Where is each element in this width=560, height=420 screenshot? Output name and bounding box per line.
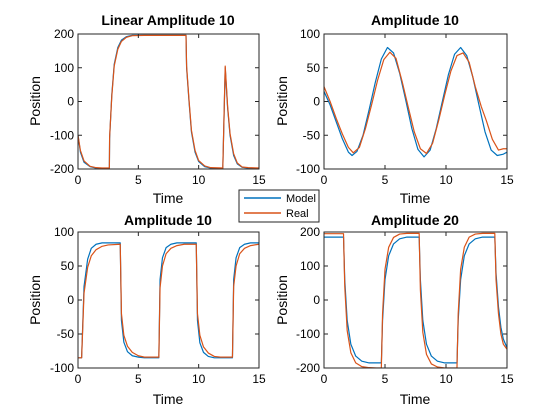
axes-background (324, 232, 507, 368)
plot-area: 0 5 10 15 -200 -100 0 100 200 (50, 27, 266, 187)
y-tick-label: -100 (296, 162, 320, 176)
legend-real-label: Real (286, 208, 309, 220)
subplot-amplitude-10-bottom: Amplitude 10 Time Position 0 5 10 15 -100 -50… (27, 212, 266, 407)
axes-background (78, 34, 259, 169)
y-tick-label: 200 (54, 27, 74, 41)
y-tick-label: 0 (313, 95, 320, 109)
x-tick-label: 10 (439, 173, 453, 187)
series-group (78, 34, 259, 169)
subplot-title: Amplitude 20 (371, 212, 459, 228)
series-line-model (324, 236, 507, 364)
series-line-real (324, 51, 507, 155)
subplot-amplitude-10-top: Amplitude 10 Time Position 0 5 10 15 -100 -50… (274, 12, 514, 206)
x-tick-label: 0 (321, 372, 328, 386)
axes-background (324, 34, 507, 169)
x-tick-label: 5 (135, 173, 142, 187)
x-tick-label: 10 (439, 372, 453, 386)
x-axis-label: Time (400, 391, 431, 407)
plot-area: 0 5 10 15 -100 -50 0 50 100 (296, 27, 514, 187)
x-tick-label: 0 (321, 173, 328, 187)
subplot-linear-amplitude-10: Linear Amplitude 10 Time Position 0 5 10 15… (27, 12, 266, 206)
series-group (324, 46, 507, 158)
y-axis-label: Position (274, 275, 290, 325)
x-axis-label: Time (153, 391, 184, 407)
y-tick-label: 100 (300, 259, 320, 273)
plot-area: 0 5 10 15 -100 -50 0 50 100 (50, 225, 266, 386)
series-line-real (78, 34, 259, 169)
y-tick-label: 100 (300, 27, 320, 41)
x-tick-label: 15 (500, 372, 514, 386)
y-tick-label: 50 (307, 61, 321, 75)
y-tick-label: -100 (50, 361, 74, 375)
subplot-title: Linear Amplitude 10 (101, 12, 235, 28)
y-tick-label: -200 (50, 162, 74, 176)
series-line-real (324, 232, 507, 368)
x-axis-label: Time (153, 190, 184, 206)
x-tick-label: 15 (500, 173, 514, 187)
subplot-amplitude-20: Amplitude 20 Time Position 0 5 10 15 -200 -10… (274, 212, 514, 407)
x-tick-label: 15 (252, 173, 266, 187)
y-axis-label: Position (27, 76, 43, 126)
y-axis-label: Position (274, 76, 290, 126)
y-tick-label: 200 (300, 225, 320, 239)
y-tick-label: -50 (303, 128, 321, 142)
y-tick-label: 50 (61, 259, 75, 273)
series-group (78, 242, 259, 359)
plot-area: 0 5 10 15 -200 -100 0 100 200 (296, 225, 514, 386)
legend: Model Real (238, 189, 320, 223)
y-tick-label: 0 (67, 95, 74, 109)
subplot-title: Amplitude 10 (124, 212, 212, 228)
axes-background (78, 232, 259, 368)
legend-model-label: Model (286, 193, 316, 205)
y-tick-label: 0 (67, 293, 74, 307)
x-tick-label: 10 (192, 173, 206, 187)
x-tick-label: 15 (252, 372, 266, 386)
x-tick-label: 5 (382, 372, 389, 386)
y-tick-label: -100 (50, 128, 74, 142)
legend-box (238, 189, 320, 223)
x-tick-label: 0 (75, 173, 82, 187)
y-tick-label: 100 (54, 225, 74, 239)
x-tick-label: 5 (135, 372, 142, 386)
x-tick-label: 5 (382, 173, 389, 187)
subplot-title: Amplitude 10 (371, 12, 459, 28)
x-tick-label: 0 (75, 372, 82, 386)
x-tick-label: 10 (192, 372, 206, 386)
series-line-model (324, 46, 507, 158)
x-axis-label: Time (400, 190, 431, 206)
y-tick-label: -200 (296, 361, 320, 375)
y-tick-label: -50 (57, 327, 75, 341)
y-tick-label: -100 (296, 327, 320, 341)
y-tick-label: 0 (313, 293, 320, 307)
y-axis-label: Position (27, 275, 43, 325)
series-line-real (78, 243, 259, 359)
series-group (324, 232, 507, 368)
y-tick-label: 100 (54, 61, 74, 75)
